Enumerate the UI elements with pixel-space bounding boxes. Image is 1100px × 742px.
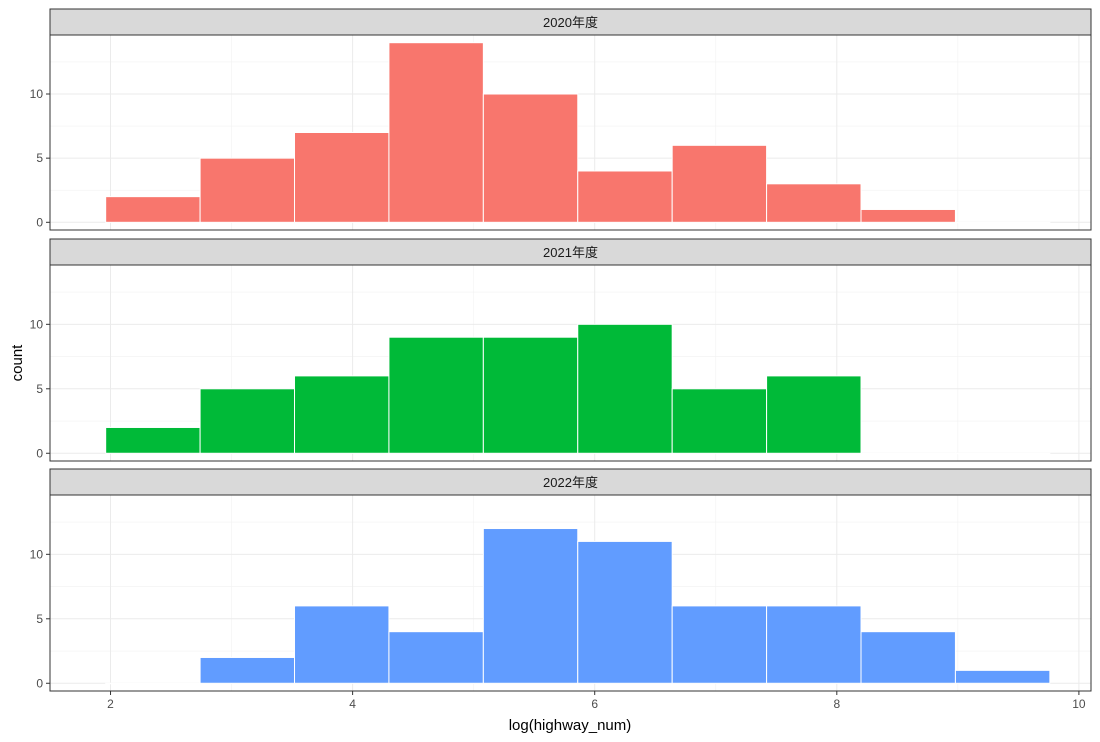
panel-border — [49, 264, 1092, 462]
histogram-bar — [860, 208, 956, 223]
histogram-bar — [671, 144, 768, 223]
facet-strip-label: 2020年度 — [543, 15, 598, 30]
facet-panel: 2021年度 0 5 10 — [30, 238, 1092, 462]
facet-strip — [49, 8, 1092, 36]
histogram-bar — [105, 196, 201, 223]
histogram-bar — [105, 426, 201, 454]
y-tick-label: 10 — [30, 87, 44, 101]
histogram-bar — [199, 157, 296, 223]
histogram-bar — [105, 682, 201, 685]
y-axis-title: count — [9, 344, 26, 382]
x-tick-label: 10 — [1072, 697, 1086, 711]
y-tick-label: 5 — [36, 382, 43, 396]
histogram-bar — [482, 528, 579, 684]
x-axis-title: log(highway_num) — [509, 717, 632, 734]
x-tick-label: 4 — [349, 697, 356, 711]
histogram-bar — [388, 631, 484, 684]
histogram-bar — [954, 669, 1051, 684]
histogram-bar — [860, 631, 956, 684]
x-axis: 2 4 6 8 10 — [107, 691, 1086, 711]
histogram-bar — [766, 375, 862, 454]
histogram-bar — [577, 323, 673, 454]
x-tick-label: 6 — [591, 697, 598, 711]
histogram-bar — [294, 605, 390, 684]
histogram-bar — [577, 540, 673, 684]
facet-panel: 2022年度 0 5 10 — [30, 468, 1092, 692]
y-tick-label: 5 — [36, 151, 43, 165]
histogram-bar — [766, 605, 862, 684]
histogram-bar — [388, 42, 484, 223]
histogram-bar — [199, 388, 296, 454]
histogram-bar — [482, 93, 579, 223]
histogram-bar — [482, 336, 579, 454]
histogram-bar — [671, 388, 768, 454]
x-tick-label: 2 — [107, 697, 114, 711]
y-tick-label: 0 — [36, 446, 43, 460]
histogram-bar — [388, 336, 484, 454]
histogram-bar — [954, 221, 1051, 224]
panel-border — [49, 494, 1092, 692]
y-tick-label: 5 — [36, 612, 43, 626]
y-tick-label: 10 — [30, 317, 44, 331]
histogram-bar — [860, 452, 956, 455]
histogram-bar — [954, 452, 1051, 455]
histogram-bar — [671, 605, 768, 684]
y-tick-label: 0 — [36, 215, 43, 229]
facet-panel: 2020年度 0 5 10 — [30, 8, 1092, 231]
facet-strip-label: 2021年度 — [543, 245, 598, 260]
histogram-bar — [294, 375, 390, 454]
panels-layer: 2020年度 0 5 10 2021年度 0 5 10 2022年度 0 5 10 — [30, 8, 1092, 692]
x-tick-label: 8 — [833, 697, 840, 711]
histogram-bar — [294, 132, 390, 223]
histogram-bar — [766, 183, 862, 223]
y-tick-label: 10 — [30, 547, 44, 561]
y-tick-label: 0 — [36, 676, 43, 690]
histogram-bar — [577, 170, 673, 223]
panel-border — [49, 34, 1092, 231]
facet-strip — [49, 238, 1092, 266]
facet-strip-label: 2022年度 — [543, 475, 598, 490]
histogram-bar — [199, 656, 296, 684]
